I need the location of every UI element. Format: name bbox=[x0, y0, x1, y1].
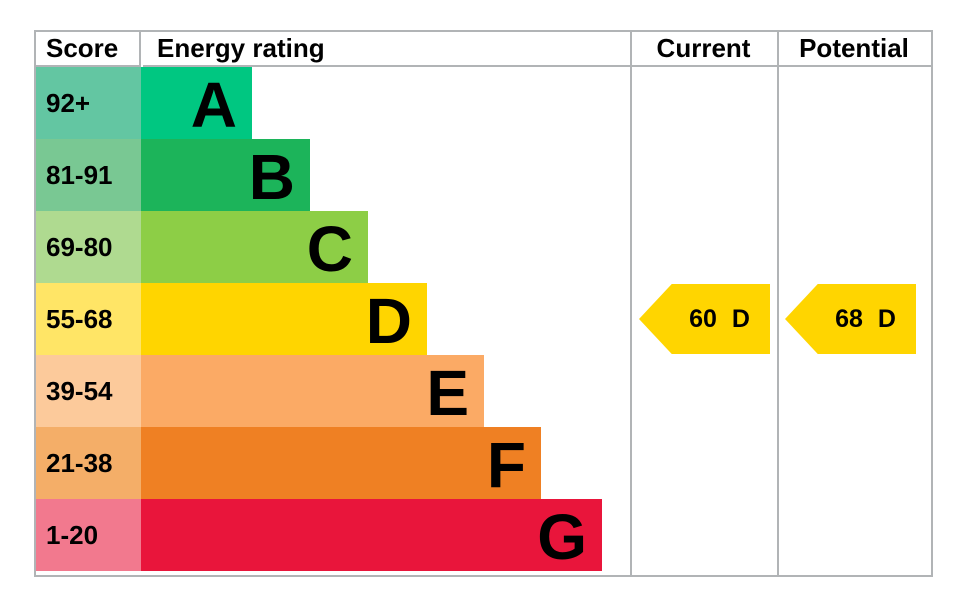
epc-table: Score Energy rating Current Potential 92… bbox=[36, 32, 931, 575]
current-rating-arrow: 60 D bbox=[639, 284, 770, 354]
epc-rating-chart: Score Energy rating Current Potential 92… bbox=[34, 30, 933, 577]
potential-rating-arrow: 68 D bbox=[785, 284, 916, 354]
score-range-c: 69-80 bbox=[36, 211, 141, 283]
potential-column-header: Potential bbox=[777, 32, 931, 67]
band-letter-g: G bbox=[537, 500, 587, 573]
energy-rating-column-header: Energy rating bbox=[143, 32, 630, 67]
potential-rating-band: D bbox=[877, 305, 896, 333]
current-column-divider bbox=[630, 32, 632, 575]
band-bar-c: C bbox=[141, 211, 368, 283]
band-letter-d: D bbox=[365, 284, 412, 357]
band-row-f: 21-38 F bbox=[36, 427, 630, 499]
current-rating-value: 60 bbox=[689, 305, 717, 333]
band-bar-d: D bbox=[141, 283, 427, 355]
potential-column-divider bbox=[777, 32, 779, 575]
band-row-c: 69-80 C bbox=[36, 211, 630, 283]
band-row-a: 92+ A bbox=[36, 67, 630, 139]
score-column-header: Score bbox=[36, 32, 141, 67]
score-range-f: 21-38 bbox=[36, 427, 141, 499]
band-letter-f: F bbox=[486, 428, 526, 501]
band-row-g: 1-20 G bbox=[36, 499, 630, 571]
current-rating-band: D bbox=[731, 305, 750, 333]
band-letter-b: B bbox=[248, 140, 295, 213]
band-letter-c: C bbox=[306, 212, 353, 285]
band-letter-e: E bbox=[426, 356, 469, 429]
band-bar-f: F bbox=[141, 427, 541, 499]
band-bar-a: A bbox=[141, 67, 252, 139]
current-column-header: Current bbox=[630, 32, 777, 67]
band-bar-b: B bbox=[141, 139, 310, 211]
score-range-a: 92+ bbox=[36, 67, 141, 139]
band-row-b: 81-91 B bbox=[36, 139, 630, 211]
band-letter-a: A bbox=[190, 68, 237, 141]
band-row-e: 39-54 E bbox=[36, 355, 630, 427]
score-range-g: 1-20 bbox=[36, 499, 141, 571]
band-bar-g: G bbox=[141, 499, 602, 571]
band-bar-e: E bbox=[141, 355, 484, 427]
score-range-b: 81-91 bbox=[36, 139, 141, 211]
score-range-d: 55-68 bbox=[36, 283, 141, 355]
potential-rating-value: 68 bbox=[835, 305, 863, 333]
score-range-e: 39-54 bbox=[36, 355, 141, 427]
band-row-d: 55-68 D bbox=[36, 283, 630, 355]
